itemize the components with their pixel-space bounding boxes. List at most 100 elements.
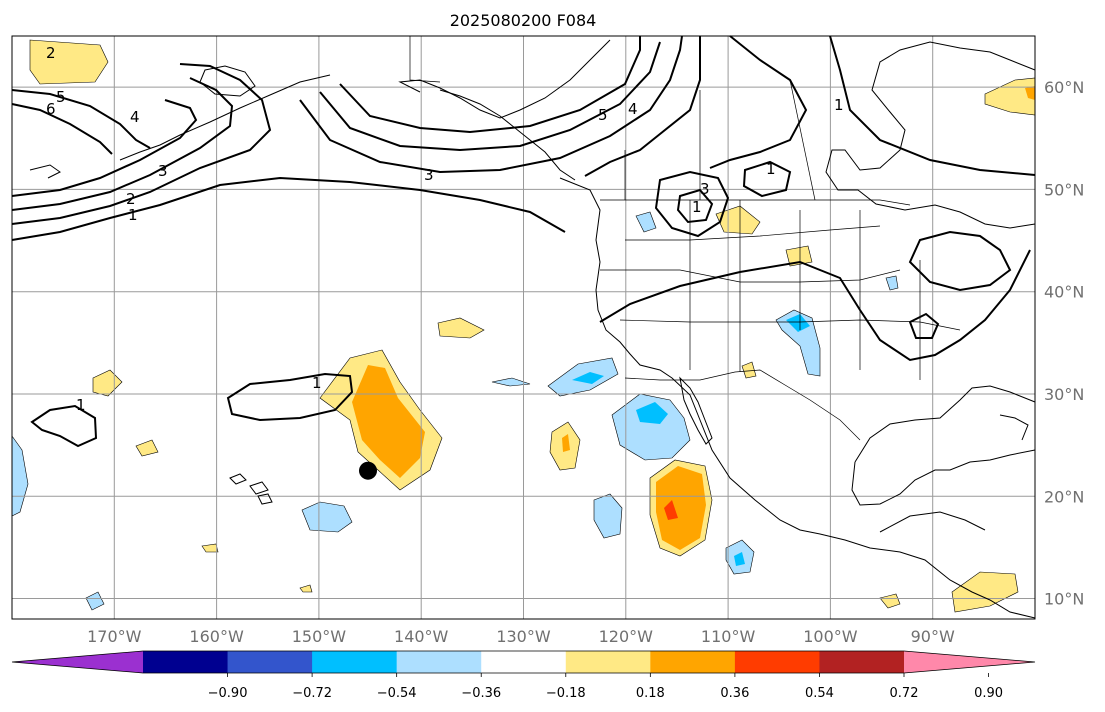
shade-negative-hawaii (301, 501, 353, 533)
contour-label: 1 (312, 374, 322, 392)
contour-4-ne (709, 35, 808, 169)
contour-label: 5 (56, 88, 66, 106)
black-dot-marker (359, 461, 378, 480)
map-title: 2025080200 F084 (450, 11, 597, 30)
latitude-labels: 10°N 20°N 30°N 40°N 50°N 60°N (1044, 78, 1084, 608)
contour-label: 1 (128, 206, 138, 224)
lat-label: 30°N (1044, 385, 1084, 404)
shade-negative-small4 (885, 275, 899, 291)
contour-3-idaho-inner (676, 188, 714, 224)
colorbar-segment (143, 651, 229, 673)
lon-label: 170°W (87, 627, 142, 646)
contour-3-idaho-outer (654, 170, 730, 238)
coastline-central-america (879, 511, 986, 533)
shade-positive-caribbean (951, 571, 1019, 613)
coastline-florida (999, 414, 1029, 441)
contour-label: 4 (628, 100, 638, 118)
map-frame (11, 35, 1036, 620)
contour-1-greatlakes (908, 230, 1012, 292)
coastline-west-coast (559, 177, 1036, 619)
lat-label: 10°N (1044, 590, 1084, 609)
contour-3-north (11, 77, 234, 211)
contours (11, 35, 1036, 448)
colorbar-segment (312, 651, 398, 673)
border-sask-manitoba (789, 79, 816, 201)
border-state-row-1 (625, 225, 881, 241)
shade-red-mexico (664, 500, 678, 520)
contour-1-montana (742, 160, 792, 198)
lon-label: 150°W (292, 627, 347, 646)
contour-label: 4 (130, 108, 140, 126)
lon-label: 120°W (599, 627, 654, 646)
colorbar-segment (904, 651, 1035, 673)
contour-label: 1 (692, 198, 702, 216)
coastline-hudson-bay (825, 41, 1036, 229)
shade-negative-pacific (593, 493, 623, 539)
lat-label: 50°N (1044, 180, 1084, 199)
contour-label: 3 (700, 180, 710, 198)
shade-orange-ne (1025, 86, 1035, 100)
shade-blue-mexico-s (734, 552, 745, 566)
shade-orange-baja (562, 434, 570, 452)
colorbar-tick-label: 0.54 (805, 686, 834, 701)
border-alaska-canada (409, 36, 441, 83)
lat-label: 60°N (1044, 78, 1084, 97)
colorbar-tick-label: 0.18 (636, 686, 665, 701)
shade-negative-small1 (491, 377, 531, 387)
contour-labels: 2 5 6 4 3 2 1 3 5 4 1 1 3 1 1 1 (46, 44, 844, 414)
colorbar-segment (819, 651, 905, 673)
border-us-canada (600, 199, 911, 206)
shade-positive-nw (29, 39, 109, 85)
map-panel: 2 5 6 4 3 2 1 3 5 4 1 1 3 1 1 1 (11, 35, 1036, 620)
longitude-labels: 170°W 160°W 150°W 140°W 130°W 120°W 110°W 100°W… (87, 627, 955, 646)
colorbar-tick-label: 0.36 (720, 686, 749, 701)
colorbar-segment (565, 651, 651, 673)
island-hawaii-2 (249, 481, 269, 495)
border-us-mexico (624, 369, 861, 441)
contour-1-pacific (226, 372, 354, 422)
colorbar-segment (481, 651, 567, 673)
shade-positive-small5 (741, 361, 757, 379)
contour-label: 5 (598, 106, 608, 124)
contour-label: 2 (46, 44, 56, 62)
borders (409, 36, 961, 441)
lat-label: 20°N (1044, 487, 1084, 506)
contour-4-gulf (319, 41, 661, 152)
colorbar-tick-label: 0.90 (974, 686, 1003, 701)
shade-positive-small7 (299, 584, 313, 593)
gridlines (12, 36, 1035, 619)
colorbar-tick-labels: −0.90 −0.72 −0.54 −0.36 −0.18 0.18 0.36 0.54 0.7… (208, 673, 1003, 701)
colorbar-tick-label: −0.72 (292, 686, 332, 701)
shade-positive-plains (785, 245, 813, 267)
contour-label: 1 (76, 396, 86, 414)
contour-5-north (11, 89, 151, 149)
contour-label: 1 (766, 160, 776, 178)
contour-1-small-ring (908, 312, 940, 339)
shade-negative-baja (611, 393, 691, 461)
contour-label: 1 (834, 96, 844, 114)
contour-5-gulf (339, 36, 641, 134)
shade-orange-central (352, 365, 425, 478)
shade-positive-small3 (135, 439, 159, 457)
colorbar-segment (650, 651, 736, 673)
contour-label: 3 (158, 162, 168, 180)
shade-positive-idaho (715, 205, 761, 235)
shade-blue-socal (572, 372, 604, 384)
colorbar-tick-label: −0.36 (461, 686, 501, 701)
contour-5-ne (584, 36, 701, 177)
shade-blue-baja (636, 402, 668, 424)
contour-3-gulf (299, 35, 683, 174)
shade-orange-mexico (656, 466, 706, 550)
contour-4-north (11, 99, 198, 197)
contour-label: 2 (126, 190, 136, 208)
coastline-gulf-north (854, 385, 1036, 463)
contour-label: 6 (46, 100, 56, 118)
shade-blue-nm (786, 314, 810, 332)
colorbar-tick-label: −0.18 (546, 686, 586, 701)
lat-label: 40°N (1044, 283, 1084, 302)
coastline-yucatan (851, 449, 1036, 506)
colorbar-tick-label: −0.54 (377, 686, 417, 701)
lon-label: 130°W (496, 627, 551, 646)
lon-label: 100°W (803, 627, 858, 646)
island-hawaii-3 (257, 493, 273, 505)
